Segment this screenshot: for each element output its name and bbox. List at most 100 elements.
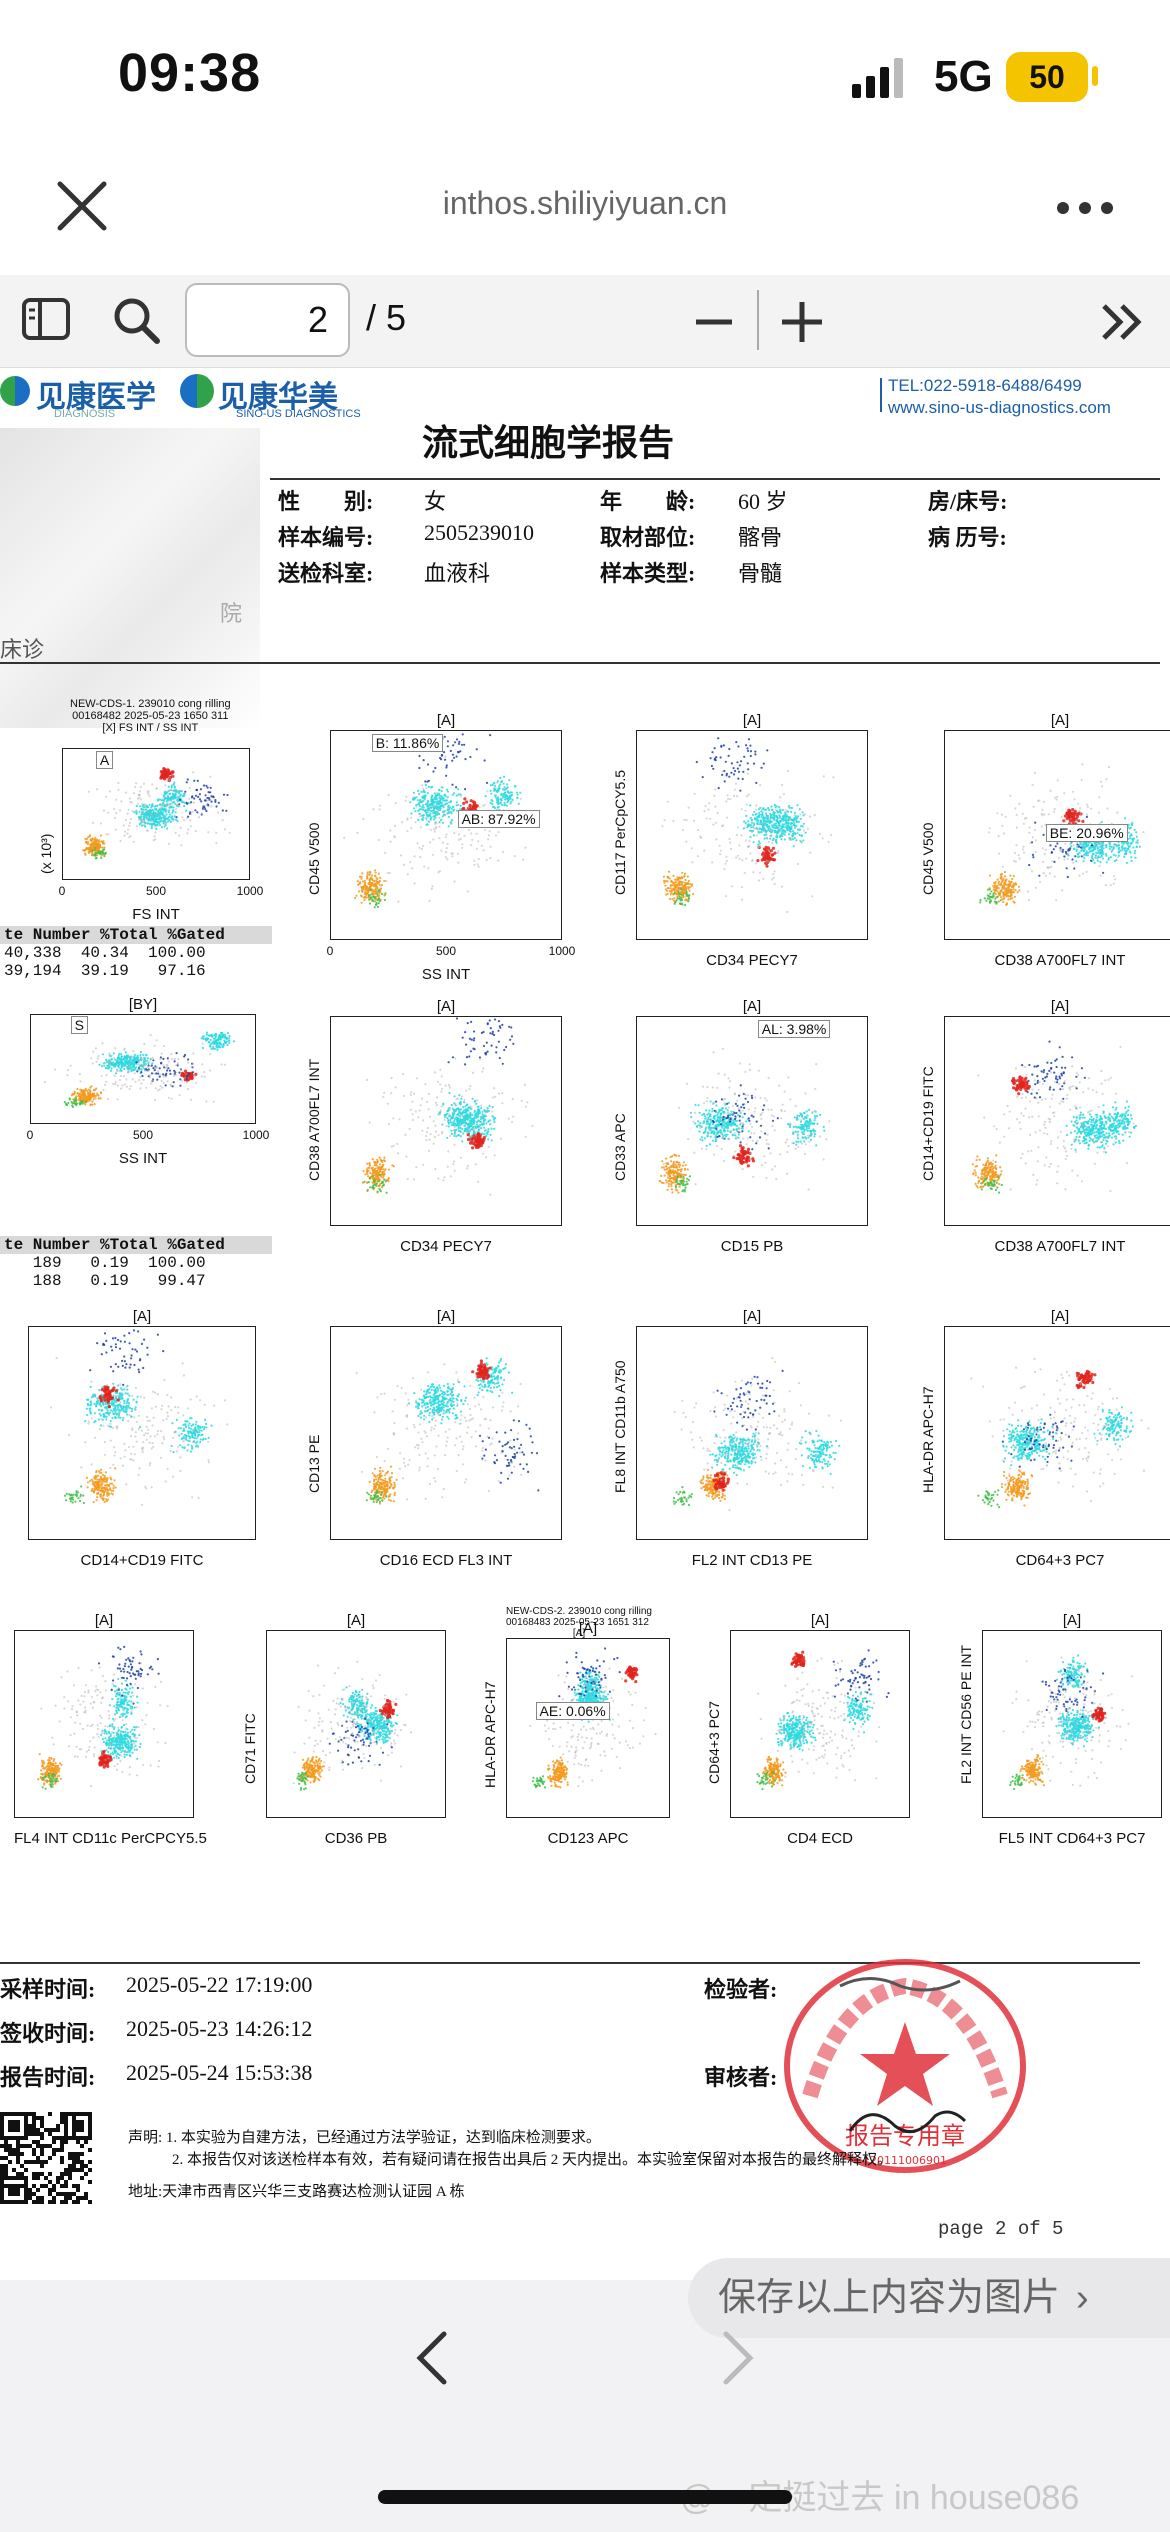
event-dot: [163, 822, 166, 826]
event-dot: [509, 802, 512, 805]
event-dot: [434, 827, 437, 830]
page-number-input[interactable]: 2: [185, 283, 350, 357]
zoom-out-icon[interactable]: [694, 302, 734, 342]
event-dot: [170, 796, 173, 799]
event-dot: [434, 766, 437, 770]
event-dot: [737, 777, 740, 780]
event-dot: [97, 1096, 101, 1099]
event-dot: [793, 811, 796, 814]
event-dot: [1021, 812, 1024, 815]
event-dot: [477, 1128, 480, 1131]
event-dot: [425, 787, 428, 790]
event-dot: [422, 806, 425, 809]
event-dot: [195, 1081, 198, 1084]
event-dot: [200, 812, 203, 815]
event-dot: [708, 802, 711, 805]
event-dot: [73, 1099, 76, 1103]
event-dot: [422, 787, 425, 790]
event-dot: [461, 843, 464, 846]
event-dot: [419, 856, 422, 859]
sidebar-toggle-icon[interactable]: [22, 298, 72, 342]
event-dot: [119, 809, 122, 812]
event-dot: [411, 1113, 414, 1116]
event-dot: [158, 824, 162, 827]
event-dot: [115, 1072, 118, 1075]
event-dot: [687, 887, 690, 890]
event-dot: [673, 886, 677, 889]
event-dot: [75, 1102, 78, 1105]
event-dot: [742, 770, 745, 773]
event-dot: [758, 844, 761, 847]
event-dot: [797, 815, 800, 818]
event-dot: [757, 808, 760, 811]
event-dot: [765, 816, 768, 819]
event-dot: [92, 1093, 95, 1097]
event-dot: [435, 797, 438, 800]
event-dot: [497, 1040, 500, 1043]
event-dot: [737, 745, 740, 748]
event-dot: [158, 811, 161, 814]
event-dot: [506, 797, 509, 800]
event-dot: [155, 1066, 159, 1069]
search-icon[interactable]: [110, 294, 162, 346]
event-dot: [738, 844, 741, 847]
event-dot: [481, 1152, 484, 1155]
event-dot: [221, 1035, 224, 1038]
zoom-in-icon[interactable]: [780, 300, 824, 344]
event-dot: [777, 849, 780, 853]
event-dot: [91, 839, 94, 842]
event-dot: [675, 880, 678, 883]
event-dot: [479, 1120, 482, 1123]
event-dot: [1002, 885, 1005, 888]
event-dot: [190, 796, 194, 799]
event-dot: [754, 808, 758, 811]
event-dot: [447, 1113, 451, 1116]
url-text[interactable]: inthos.shiliyiyuan.cn: [442, 185, 728, 221]
event-dot: [216, 1048, 219, 1051]
event-dot: [110, 1067, 113, 1070]
event-dot: [209, 1052, 212, 1055]
event-dot: [425, 823, 428, 826]
double-chevron-right-icon[interactable]: [1100, 302, 1144, 342]
event-dot: [678, 897, 681, 900]
event-dot: [757, 815, 760, 818]
event-dot: [484, 795, 487, 798]
event-dot: [373, 906, 376, 909]
close-icon[interactable]: [56, 180, 108, 232]
event-dot: [445, 833, 448, 836]
event-dot: [1015, 826, 1018, 829]
event-dot: [1135, 835, 1138, 838]
event-dot: [216, 1042, 219, 1045]
event-dot: [489, 801, 492, 805]
event-dot: [725, 800, 728, 803]
event-dot: [495, 798, 499, 802]
event-dot: [93, 1088, 96, 1091]
event-dot: [387, 1177, 390, 1180]
event-dot: [1075, 860, 1078, 863]
event-dot: [774, 808, 777, 811]
event-dot: [443, 794, 446, 797]
more-icon[interactable]: [1055, 200, 1115, 216]
event-dot: [992, 886, 996, 889]
event-dot: [144, 1054, 148, 1057]
event-dot: [719, 853, 722, 856]
event-dot: [765, 814, 768, 817]
event-dot: [213, 1037, 216, 1040]
event-dot: [172, 796, 176, 799]
event-dot: [793, 814, 796, 817]
event-dot: [429, 828, 432, 831]
event-dot: [487, 1120, 490, 1123]
event-dot: [165, 818, 168, 821]
event-dot: [687, 886, 690, 889]
event-dot: [210, 795, 213, 798]
event-dot: [999, 876, 1002, 879]
event-dot: [422, 1119, 425, 1122]
event-dot: [459, 804, 462, 807]
event-dot: [461, 733, 464, 736]
event-dot: [141, 1074, 144, 1078]
event-dot: [762, 847, 767, 851]
event-dot: [818, 832, 821, 835]
event-dot: [1078, 807, 1082, 810]
event-dot: [95, 1087, 98, 1090]
event-dot: [149, 1082, 153, 1085]
